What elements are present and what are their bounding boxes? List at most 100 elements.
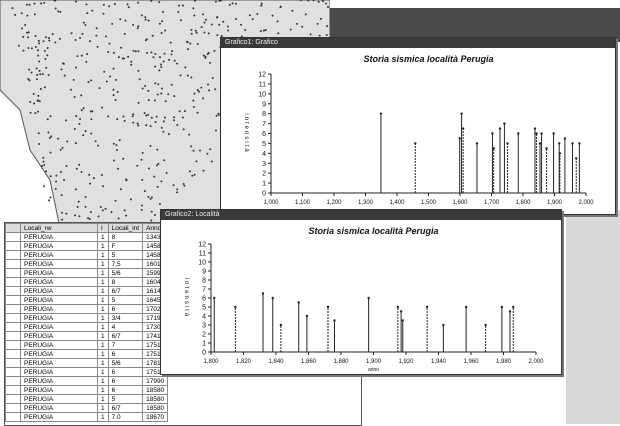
site (191, 33, 193, 35)
stem-head (484, 324, 486, 326)
site (37, 111, 39, 113)
site (145, 39, 147, 41)
site (153, 176, 155, 178)
cell: PERUGIA (21, 287, 98, 296)
site (136, 165, 138, 167)
site (30, 112, 32, 114)
cell: 1 (98, 242, 109, 251)
site (81, 55, 83, 57)
cell: 1 (98, 287, 109, 296)
x-tick-label: 1,900 (366, 359, 382, 365)
site (162, 11, 164, 13)
site (38, 42, 40, 44)
site (326, 25, 328, 27)
site (216, 115, 218, 117)
site (113, 143, 115, 145)
site (190, 145, 192, 147)
cell (6, 269, 21, 278)
y-tick-label: 5 (202, 305, 206, 312)
site (43, 40, 45, 42)
site (55, 188, 57, 190)
stem-head (545, 147, 547, 149)
stem-head (517, 132, 519, 134)
site (148, 20, 150, 22)
site (208, 89, 210, 91)
site (119, 18, 121, 20)
site (60, 68, 62, 70)
cell: PERUGIA (21, 251, 98, 260)
site (161, 127, 163, 129)
site (193, 106, 195, 108)
site (256, 13, 258, 15)
site (61, 194, 63, 196)
site (189, 170, 191, 172)
site (192, 100, 194, 102)
site (14, 14, 16, 16)
site (82, 134, 84, 136)
chart-window: Grafico1: Grafico Storia sismica localit… (220, 37, 616, 215)
site (120, 47, 122, 49)
site (157, 83, 159, 85)
cell: 6/7 (108, 332, 142, 341)
screen: Locali_rwILocali_intAnnoPERUGIA1813430PE… (0, 0, 620, 424)
site (105, 35, 107, 37)
site (80, 94, 82, 96)
site (137, 124, 139, 126)
site (119, 139, 121, 141)
y-tick-label: 3 (262, 161, 266, 168)
x-tick-label: 1,920 (398, 359, 414, 365)
cell (6, 404, 21, 413)
cell: PERUGIA (21, 296, 98, 305)
site (57, 10, 59, 12)
site (75, 188, 77, 190)
site (144, 190, 146, 192)
site (90, 110, 92, 112)
site (97, 145, 99, 147)
site (22, 36, 24, 38)
site (50, 175, 52, 177)
site (65, 213, 67, 215)
site (159, 56, 161, 58)
site (132, 115, 134, 117)
site (160, 180, 162, 182)
cell: 6 (108, 368, 142, 377)
site (83, 22, 85, 24)
site (55, 8, 57, 10)
site (75, 39, 77, 41)
title-bar: Grafico2: Località (161, 210, 561, 220)
site (261, 3, 263, 5)
site (50, 135, 52, 137)
stem-head (535, 132, 537, 134)
site (325, 3, 327, 5)
site (38, 132, 40, 134)
cell: PERUGIA (21, 377, 98, 386)
site (192, 7, 194, 9)
site (38, 40, 40, 42)
site (218, 24, 220, 26)
stem-head (272, 297, 274, 299)
column-header: Locali_int (108, 224, 142, 233)
site (203, 55, 205, 57)
